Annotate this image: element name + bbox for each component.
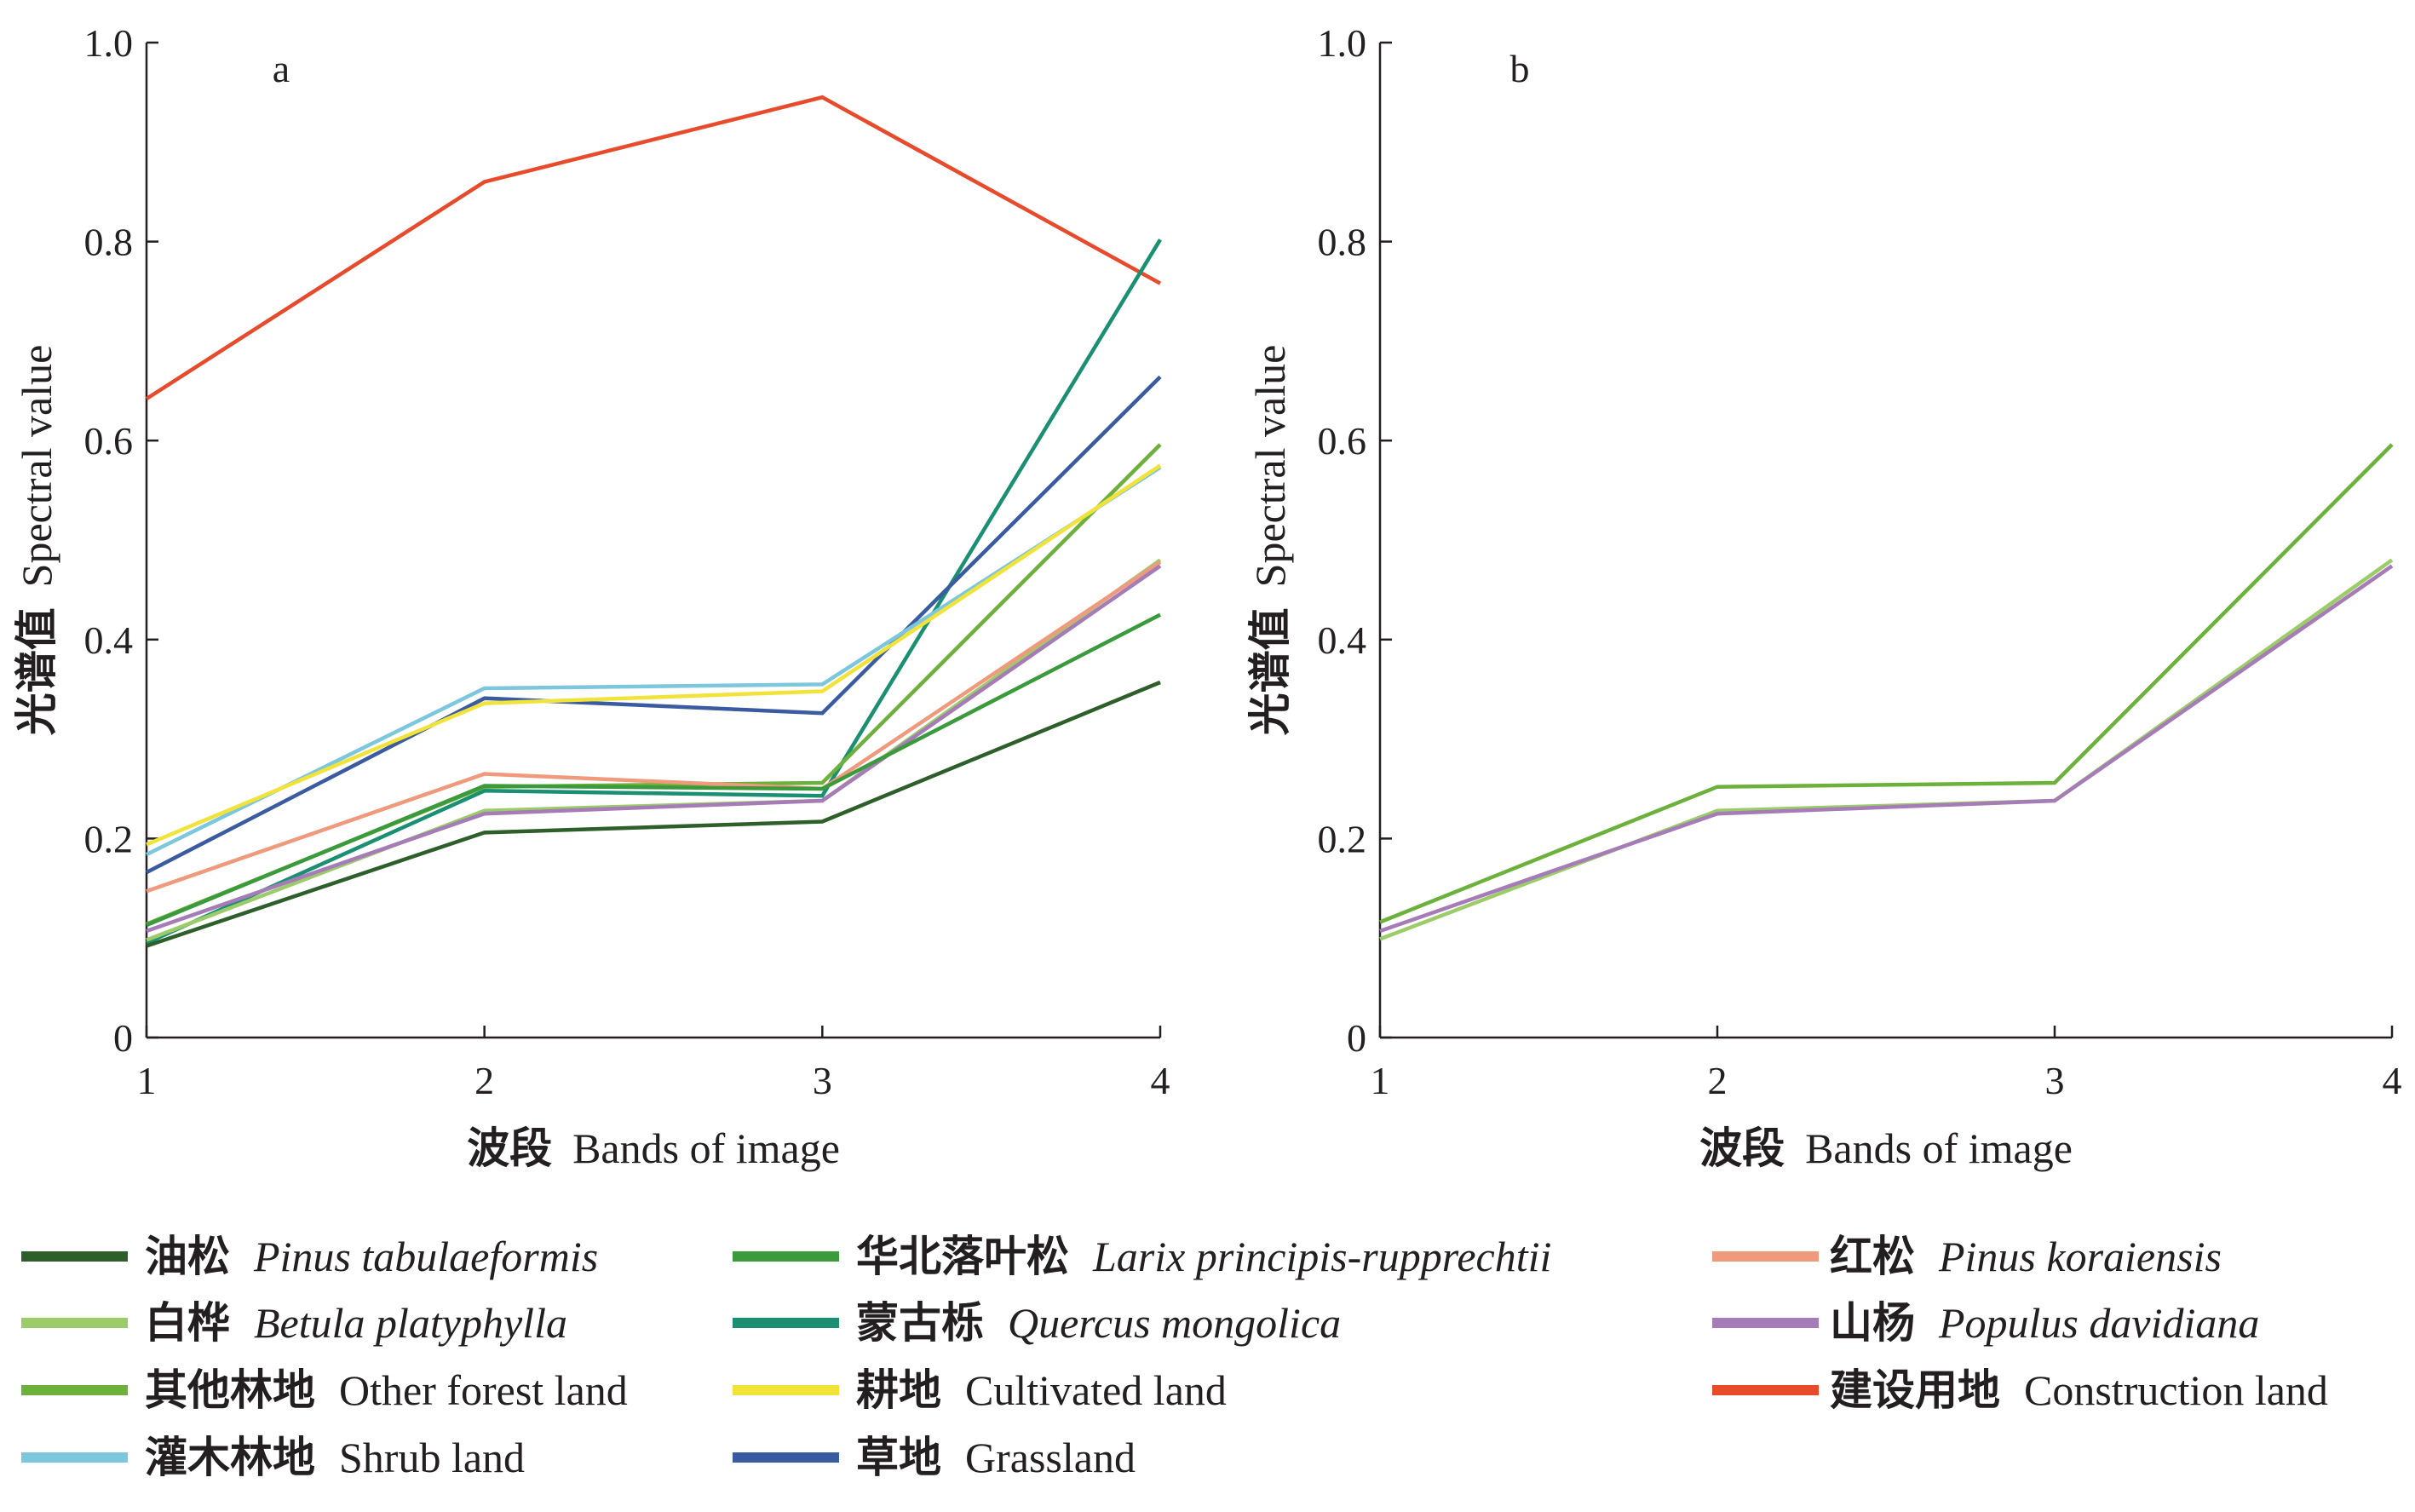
legend-label-grassland: 草地 Grassland	[856, 1433, 1136, 1482]
panel-b: 0 0.2 0.4 0.6 0.8 1.0 1 2 3 4 b 波段 Bands of image 光谱值…	[1245, 21, 2402, 1173]
series-line-grassland	[145, 375, 1162, 875]
series-line-quercus	[146, 239, 1162, 946]
y-tick-label: 0.8	[1318, 221, 1367, 264]
legend-label-larix: 华北落叶松 Larix principis-rupprechtii	[856, 1232, 1551, 1281]
series-line-larix	[146, 612, 1162, 928]
series-line-cultivated	[146, 463, 1162, 847]
legend-label-quercus: 蒙古栎 Quercus mongolica	[856, 1298, 1341, 1348]
y-tick-label: 0	[1347, 1016, 1366, 1060]
y-axis-title: 光谱值Spectral value	[1245, 345, 1295, 736]
y-tick-label: 1.0	[84, 21, 134, 65]
legend-label-construction: 建设用地 Construction land	[1830, 1365, 2328, 1415]
legend-label-cultivated: 耕地 Cultivated land	[856, 1365, 1227, 1415]
y-tick-label: 0.2	[1318, 817, 1367, 860]
x-tick-label: 2	[474, 1059, 494, 1102]
y-tick-label: 0.6	[1318, 419, 1367, 463]
x-tick-label: 4	[1151, 1059, 1170, 1102]
series-line-otherforest	[1379, 443, 2394, 924]
legend: 油松 Pinus tabulaeformis 华北落叶松 Larix principi…	[21, 1232, 2328, 1482]
series-line-koraiensis	[146, 560, 1162, 894]
series-line-populus	[146, 564, 1162, 934]
y-tick-label: 1.0	[1318, 21, 1367, 65]
series-line-populus	[1379, 564, 2394, 934]
panel-label: b	[1510, 47, 1530, 90]
y-tick-label: 0	[113, 1016, 133, 1060]
y-axis-title: 光谱值Spectral value	[12, 345, 61, 736]
y-tick-label: 0.4	[84, 618, 134, 662]
legend-label-tabulaeformis: 油松 Pinus tabulaeformis	[145, 1232, 598, 1281]
x-tick-label: 1	[137, 1059, 157, 1102]
x-tick-label: 2	[1708, 1059, 1728, 1102]
x-tick-label: 1	[1371, 1059, 1390, 1102]
y-tick-label: 0.6	[84, 419, 134, 463]
x-axis-title: 波段 Bands of image	[1699, 1124, 2073, 1173]
series-line-shrub	[146, 465, 1162, 857]
legend-label-otherforest: 其他林地 Other forest land	[145, 1365, 628, 1415]
x-axis-title: 波段 Bands of image	[467, 1124, 840, 1173]
series-line-tabulaeformis	[146, 680, 1161, 948]
legend-label-koraiensis: 红松 Pinus koraiensis	[1830, 1232, 2222, 1281]
x-tick-label: 3	[813, 1059, 832, 1102]
panel-label: a	[273, 47, 290, 90]
legend-label-betula: 白桦 Betula platyphylla	[145, 1298, 567, 1348]
series-line-betula	[1379, 558, 2394, 941]
x-tick-label: 3	[2045, 1059, 2065, 1102]
y-tick-label: 0.4	[1318, 618, 1367, 662]
y-tick-label: 0.2	[84, 817, 134, 860]
series-line-betula	[146, 558, 1162, 942]
series-line-construction	[145, 95, 1162, 400]
x-tick-label: 4	[2383, 1059, 2402, 1102]
panel-a: 0 0.2 0.4 0.6 0.8 1.0 1 2 3 4 a 波段 Bands of image 光谱值…	[12, 21, 1170, 1173]
legend-label-shrub: 灌木林地 Shrub land	[145, 1433, 525, 1482]
legend-label-populus: 山杨 Populus davidiana	[1830, 1298, 2259, 1348]
y-tick-label: 0.8	[84, 221, 134, 264]
series-line-otherforest	[146, 443, 1162, 926]
